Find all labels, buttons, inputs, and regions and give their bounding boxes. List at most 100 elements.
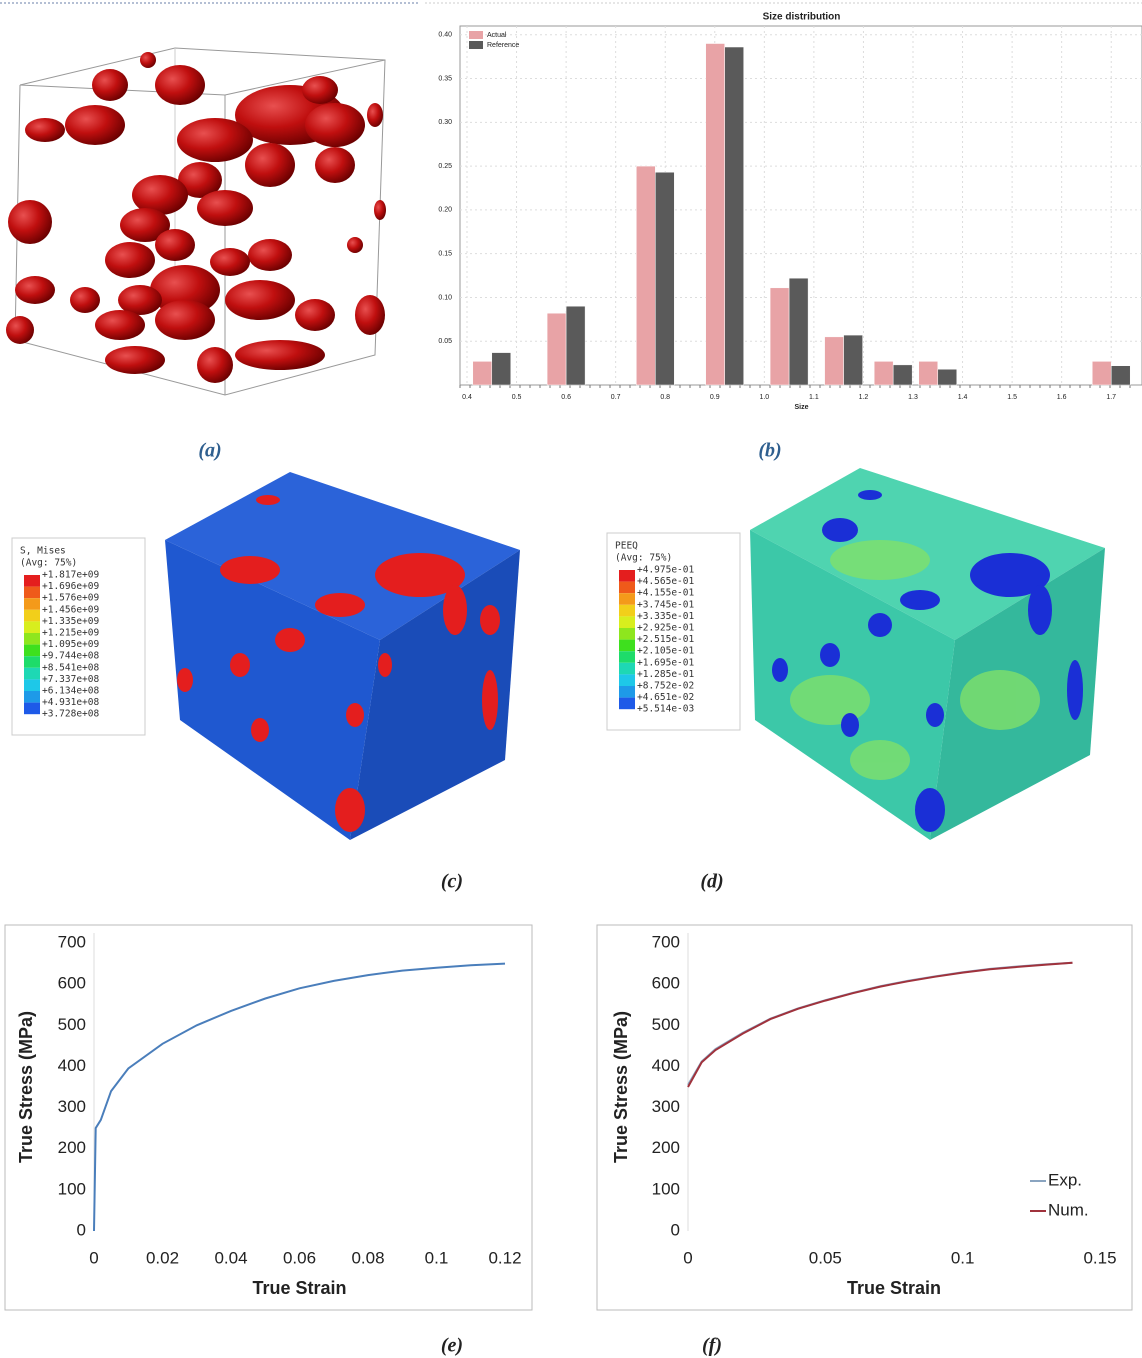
x-tick-label: 0.4 xyxy=(462,394,472,401)
legend-swatch xyxy=(619,651,635,663)
y-tick-label: 500 xyxy=(58,1015,86,1034)
legend-swatch xyxy=(619,628,635,640)
bar xyxy=(566,306,585,385)
legend-label: +4.155e-01 xyxy=(637,588,694,599)
legend-swatch xyxy=(24,679,40,691)
x-tick-label: 0.04 xyxy=(214,1248,247,1267)
y-tick-label: 200 xyxy=(58,1138,86,1157)
bar xyxy=(893,365,912,385)
y-tick-label: 400 xyxy=(652,1056,680,1075)
legend-swatch xyxy=(24,633,40,645)
legend-label: +2.105e-01 xyxy=(637,646,694,657)
caption: (d) xyxy=(700,871,723,893)
bar xyxy=(874,361,893,385)
caption: (a) xyxy=(198,440,221,462)
y-tick-label: 600 xyxy=(652,974,680,993)
legend-label: +2.925e-01 xyxy=(637,623,694,634)
bar xyxy=(547,313,566,385)
legend-swatch xyxy=(469,41,483,49)
legend-label: +1.095e+09 xyxy=(42,639,99,650)
bar xyxy=(706,44,725,385)
legend-swatch xyxy=(24,587,40,599)
legend-swatch xyxy=(24,703,40,715)
bar xyxy=(789,278,808,385)
y-tick-label: 500 xyxy=(652,1015,680,1034)
bar xyxy=(1111,366,1130,385)
legend-label: +1.335e+09 xyxy=(42,616,99,627)
bar xyxy=(655,172,674,385)
x-tick-label: 1.7 xyxy=(1106,394,1116,401)
y-tick-label: 0.15 xyxy=(438,251,452,258)
x-tick-label: 0.1 xyxy=(425,1248,449,1267)
bar xyxy=(725,47,744,385)
legend-title: S, Mises xyxy=(20,546,66,557)
caption: (f) xyxy=(702,1335,722,1357)
x-tick-label: 1.2 xyxy=(859,394,869,401)
legend-swatch xyxy=(619,605,635,617)
legend-swatch xyxy=(619,686,635,698)
y-tick-label: 0.25 xyxy=(438,163,452,170)
bar xyxy=(636,166,655,385)
legend-label: +2.515e-01 xyxy=(637,634,694,645)
bar xyxy=(473,361,492,385)
x-tick-label: 0.05 xyxy=(809,1248,842,1267)
legend-label: +4.565e-01 xyxy=(637,576,694,587)
legend-swatch xyxy=(24,691,40,703)
x-axis-label: True Strain xyxy=(847,1278,941,1298)
x-tick-label: 0.6 xyxy=(561,394,571,401)
y-tick-label: 100 xyxy=(58,1179,86,1198)
legend-label: +4.931e+08 xyxy=(42,697,99,708)
legend-swatch xyxy=(619,663,635,675)
legend-label: +3.745e-01 xyxy=(637,599,694,610)
bar xyxy=(825,337,844,385)
legend-label: +8.752e-02 xyxy=(637,681,694,692)
legend-title: PEEQ xyxy=(615,541,638,552)
y-tick-label: 400 xyxy=(58,1056,86,1075)
mises-cube xyxy=(165,472,520,840)
legend-swatch xyxy=(619,698,635,710)
y-tick-label: 0.40 xyxy=(438,32,452,39)
line xyxy=(688,963,1073,1087)
x-tick-label: 1.1 xyxy=(809,394,819,401)
caption: (c) xyxy=(441,871,463,893)
x-tick-label: 0.9 xyxy=(710,394,720,401)
legend-swatch xyxy=(619,674,635,686)
y-tick-label: 600 xyxy=(58,974,86,993)
legend-swatch xyxy=(619,616,635,628)
legend-label: +1.456e+09 xyxy=(42,604,99,615)
x-tick-label: 0 xyxy=(89,1248,98,1267)
legend-label: Exp. xyxy=(1048,1170,1082,1189)
y-axis-label: True Stress (MPa) xyxy=(611,1011,631,1163)
particle-volume xyxy=(6,48,386,395)
legend-label: +4.651e-02 xyxy=(637,692,694,703)
legend-swatch xyxy=(24,621,40,633)
x-tick-label: 0.12 xyxy=(488,1248,521,1267)
bar xyxy=(938,369,957,385)
legend-swatch xyxy=(24,668,40,680)
peeq-cube xyxy=(750,468,1105,840)
x-tick-label: 1.6 xyxy=(1057,394,1067,401)
y-tick-label: 0.30 xyxy=(438,119,452,126)
x-tick-label: 0 xyxy=(683,1248,692,1267)
y-tick-label: 100 xyxy=(652,1179,680,1198)
legend-subtitle: (Avg: 75%) xyxy=(20,558,77,569)
legend-label: +1.285e-01 xyxy=(637,669,694,680)
legend-label: Actual xyxy=(487,32,507,39)
x-tick-label: 0.06 xyxy=(283,1248,316,1267)
y-axis-label: True Stress (MPa) xyxy=(16,1011,36,1163)
y-tick-label: 300 xyxy=(652,1097,680,1116)
legend-subtitle: (Avg: 75%) xyxy=(615,553,672,564)
x-tick-label: 0.1 xyxy=(951,1248,975,1267)
bar xyxy=(844,335,863,385)
caption: (b) xyxy=(758,440,781,462)
legend-label: +7.337e+08 xyxy=(42,674,99,685)
legend-swatch xyxy=(619,640,635,652)
legend-swatch xyxy=(24,645,40,657)
y-tick-label: 0 xyxy=(671,1220,680,1239)
caption: (e) xyxy=(441,1335,463,1357)
x-tick-label: 1.3 xyxy=(908,394,918,401)
legend-label: +1.696e+09 xyxy=(42,581,99,592)
legend-swatch xyxy=(24,598,40,610)
legend-label: +1.576e+09 xyxy=(42,593,99,604)
y-tick-label: 0.20 xyxy=(438,207,452,214)
